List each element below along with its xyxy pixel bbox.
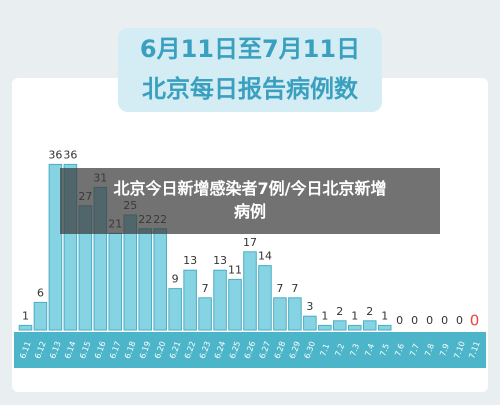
value-label: 0: [456, 314, 463, 327]
value-label: 13: [213, 254, 227, 267]
value-label: 36: [63, 148, 77, 161]
value-label: 36: [48, 148, 62, 161]
value-label: 7: [202, 282, 209, 295]
value-label: 2: [336, 305, 343, 318]
value-label: 0: [426, 314, 433, 327]
bar: [318, 324, 332, 331]
chart-subtitle: 北京每日报告病例数: [142, 75, 359, 103]
x-tick-label: 7.1: [318, 342, 331, 357]
value-label: 7: [276, 282, 283, 295]
x-tick-label: 7.7: [408, 342, 421, 357]
bar: [168, 288, 182, 331]
value-label: 3: [306, 300, 313, 313]
value-label: 0: [411, 314, 418, 327]
bar: [48, 163, 63, 331]
value-label: 7: [291, 282, 298, 295]
bar: [303, 315, 317, 331]
x-tick-label: 7.5: [378, 342, 391, 357]
value-label: 0: [441, 314, 448, 327]
bar: [347, 324, 362, 331]
value-label: 1: [321, 309, 328, 322]
bar: [258, 265, 272, 331]
chart-title: 6月11日至7月11日: [140, 35, 360, 63]
bar: [377, 324, 392, 331]
value-label: 1: [381, 309, 388, 322]
bar: [228, 278, 242, 331]
bar: [18, 324, 33, 331]
bar: [153, 228, 167, 331]
bar: [288, 297, 302, 331]
x-tick-label: 7.9: [438, 342, 451, 357]
bar: [183, 269, 197, 331]
value-label: 13: [183, 254, 197, 267]
x-tick-label: 7.8: [423, 342, 436, 357]
value-label: 0: [470, 312, 480, 330]
bar: [33, 301, 48, 331]
overlay-caption: 北京今日新增感染者7例/今日北京新增病例: [60, 168, 440, 234]
bar: [243, 251, 257, 331]
x-tick-label: 7.2: [333, 342, 346, 357]
bar: [213, 269, 227, 331]
axis-strip: [14, 332, 486, 368]
value-label: 17: [243, 236, 257, 249]
bar: [273, 297, 287, 331]
value-label: 14: [258, 250, 272, 263]
bar: [333, 320, 347, 331]
value-label: 2: [366, 305, 373, 318]
bar: [362, 320, 377, 331]
value-label: 1: [351, 309, 358, 322]
value-label: 1: [22, 309, 29, 322]
x-tick-label: 7.3: [348, 342, 361, 357]
title-box: [118, 28, 382, 112]
bar: [198, 297, 212, 331]
x-tick-label: 7.4: [363, 342, 376, 357]
value-label: 6: [37, 286, 44, 299]
value-label: 0: [396, 314, 403, 327]
value-label: 11: [228, 263, 242, 276]
value-label: 9: [172, 273, 179, 286]
x-tick-label: 7.6: [393, 342, 406, 357]
bar: [138, 228, 153, 331]
bar: [108, 232, 123, 331]
